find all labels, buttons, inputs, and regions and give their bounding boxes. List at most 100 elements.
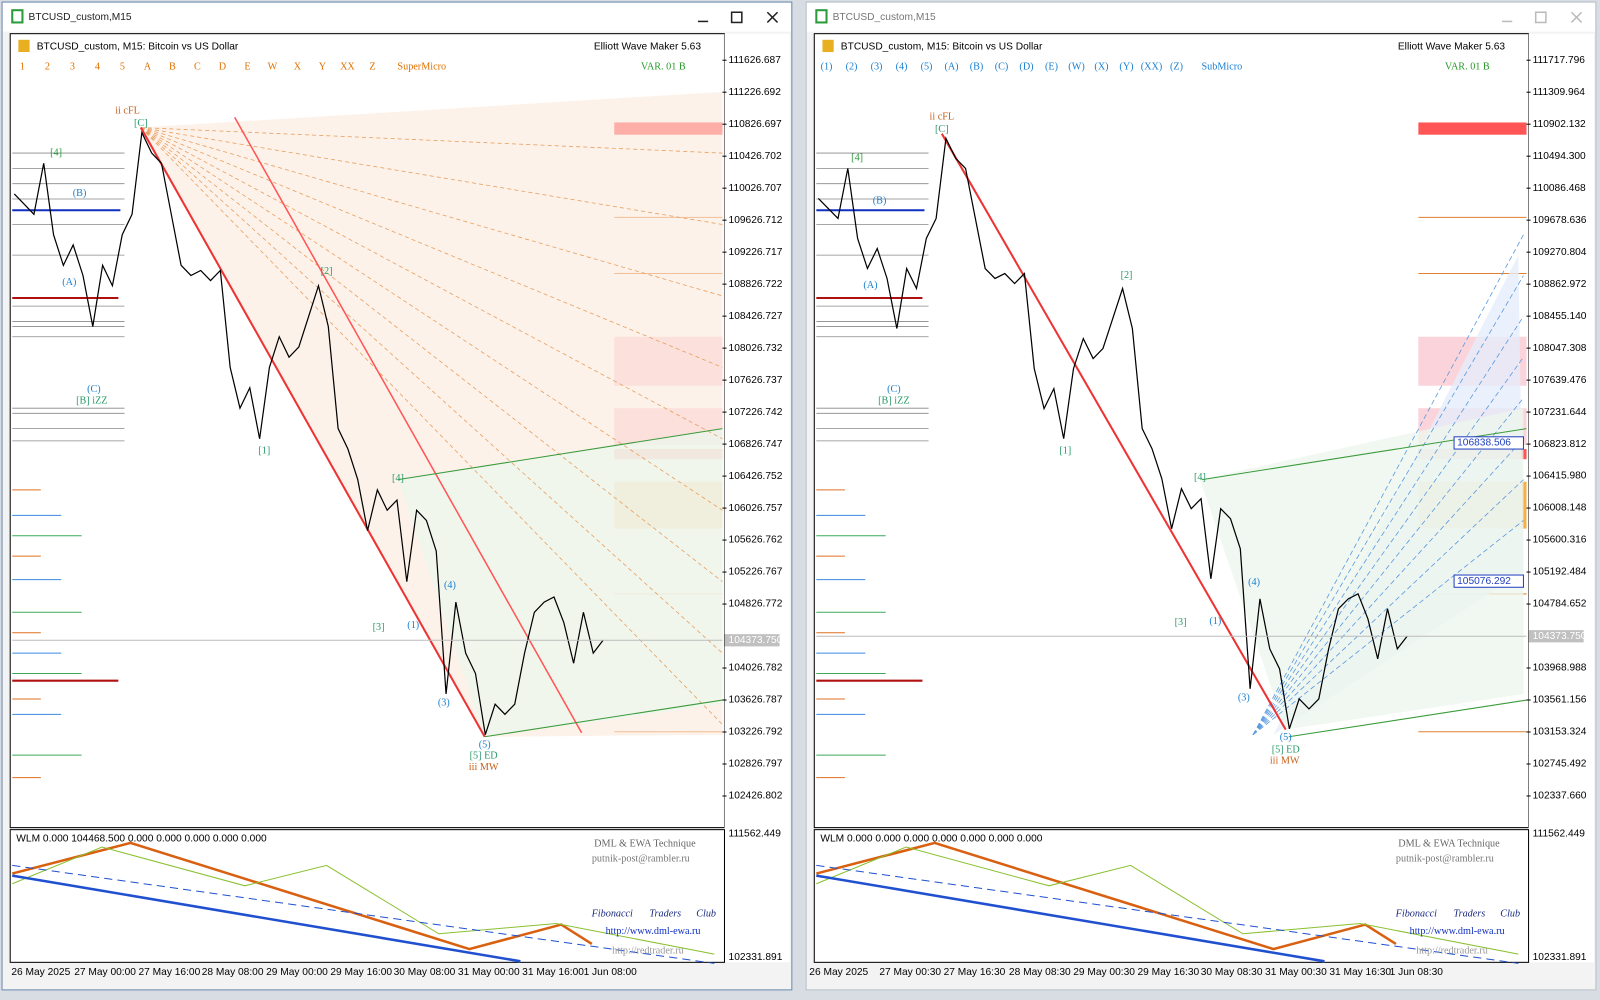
y-tick-label: 105626.762 [729, 535, 783, 546]
y-tick-label: 105192.484 [1533, 567, 1587, 578]
zigzag [12, 846, 715, 955]
credit-text: Traders [1454, 909, 1486, 920]
x-tick-label: 29 May 16:00 [330, 967, 392, 978]
red-line [234, 116, 583, 734]
y-tick-label: 111717.796 [1533, 55, 1586, 66]
wave-degree-button[interactable]: (X) [1094, 62, 1108, 73]
y-tick-label: 106823.812 [1533, 439, 1587, 450]
y-tick-label: 109678.636 [1533, 215, 1587, 226]
credit-text: Club [696, 909, 716, 920]
wave-degree-button[interactable]: (3) [871, 62, 883, 73]
close-button[interactable] [766, 11, 779, 23]
wave-degree-button[interactable]: SubMicro [1202, 62, 1243, 73]
wave-label: [C] [134, 118, 148, 129]
sub-window [813, 829, 1530, 963]
wave-degree-button[interactable]: Y [319, 62, 327, 73]
wave-degree-button[interactable]: 4 [95, 62, 100, 73]
wave-degree-button[interactable]: X [294, 62, 302, 73]
y-tick-label: 110494.300 [1533, 151, 1586, 162]
wave-label: [4] [392, 473, 404, 484]
wave-degree-button[interactable]: W [268, 62, 278, 73]
wave-degree-button[interactable]: (B) [970, 62, 984, 73]
wave-degree-button[interactable]: E [244, 62, 250, 73]
wave-label: (3) [438, 697, 450, 708]
channel-line [1288, 699, 1527, 738]
x-tick-label: 26 May 2025 [11, 967, 70, 978]
y-tick-label: 103968.988 [1533, 663, 1587, 674]
wave-degree-button[interactable]: (5) [921, 62, 933, 73]
sub-window [9, 829, 725, 963]
y-tick-label: 110426.702 [729, 151, 782, 162]
credit-text: Traders [649, 909, 681, 920]
y-tick-label: 108826.722 [729, 279, 783, 290]
sub-tick-label: 111562.449 [729, 828, 782, 839]
wave-degree-button[interactable]: (Y) [1119, 62, 1133, 73]
y-tick-label: 111309.964 [1533, 87, 1586, 98]
close-button[interactable] [1570, 11, 1583, 23]
wave-degree-button[interactable]: 3 [70, 62, 75, 73]
wave-degree-button[interactable]: (2) [846, 62, 858, 73]
zigzag [816, 846, 1519, 955]
window-icon [11, 9, 24, 24]
wave-degree-button[interactable]: 2 [45, 62, 50, 73]
maximize-button[interactable] [730, 11, 743, 24]
wave-label: (5) [1280, 732, 1292, 743]
wave-degree-button[interactable]: SuperMicro [397, 62, 446, 73]
wave-degree-button[interactable]: C [194, 62, 201, 73]
wave-degree-button[interactable]: (E) [1045, 62, 1058, 73]
wave-label: (4) [1248, 577, 1260, 588]
symbol-icon [822, 39, 834, 53]
x-tick-label: 30 May 08:30 [1201, 967, 1263, 978]
y-tick-label: 109626.712 [729, 215, 783, 226]
wave-label: [2] [321, 266, 333, 277]
y-tick-label: 108047.308 [1533, 343, 1587, 354]
y-tick-label: 110086.468 [1533, 183, 1586, 194]
wave-label: (3) [1238, 692, 1250, 703]
credit-text[interactable]: http://redtrader.ru [612, 945, 684, 956]
fan-line [1252, 356, 1524, 735]
wave-degree-button[interactable]: Z [369, 62, 375, 73]
sub-tick-label: 111562.449 [1533, 828, 1586, 839]
wave-label: [1] [258, 445, 270, 456]
wave-degree-button[interactable]: (D) [1019, 62, 1033, 73]
y-tick-label: 108862.972 [1533, 279, 1587, 290]
credit-text[interactable]: http://www.dml-ewa.ru [1410, 926, 1505, 937]
wave-label: (A) [863, 280, 877, 291]
wave-degree-button[interactable]: 5 [120, 62, 125, 73]
y-tick-label: 102426.802 [729, 791, 783, 802]
channel-area [397, 428, 723, 737]
wave-degree-button[interactable]: XX [340, 62, 355, 73]
y-tick-label: 110826.697 [729, 119, 782, 130]
channel-line [397, 428, 723, 481]
maximize-button[interactable] [1534, 11, 1547, 24]
wave-degree-button[interactable]: A [144, 62, 152, 73]
current-price-box [724, 634, 780, 647]
y-tick-label: 103626.787 [729, 695, 783, 706]
channel-line [484, 699, 723, 738]
wave-degree-button[interactable]: (C) [995, 62, 1009, 73]
wave-degree-button[interactable]: (A) [944, 62, 958, 73]
y-tick-label: 103226.792 [729, 727, 783, 738]
wave-label: (C) [887, 384, 901, 395]
credit-text: Club [1500, 909, 1520, 920]
wave-degree-button[interactable]: B [169, 62, 176, 73]
wave-label: [4] [851, 153, 863, 164]
wave-label: [B] iZZ [76, 395, 107, 406]
credit-text: DML & EWA Technique [594, 838, 696, 849]
credit-text[interactable]: http://redtrader.ru [1416, 945, 1488, 956]
wave-degree-button[interactable]: D [219, 62, 226, 73]
y-tick-label: 102826.797 [729, 759, 783, 770]
fan-line [1252, 479, 1524, 736]
wave-degree-button[interactable]: (1) [821, 62, 833, 73]
wave-degree-button[interactable]: 1 [20, 62, 25, 73]
wave-degree-button[interactable]: (Z) [1170, 62, 1183, 73]
wave-degree-button[interactable]: (XX) [1141, 62, 1162, 73]
wave-degree-button[interactable]: (4) [896, 62, 908, 73]
wave-degree-button[interactable]: (W) [1068, 62, 1084, 73]
y-tick-label: 102745.492 [1533, 759, 1587, 770]
credit-text[interactable]: http://www.dml-ewa.ru [606, 926, 701, 937]
wave-label: (4) [444, 580, 456, 591]
y-tick-label: 104784.652 [1533, 599, 1587, 610]
symbol-icon [18, 39, 30, 53]
sub-tick-label: 102331.891 [1533, 952, 1587, 963]
